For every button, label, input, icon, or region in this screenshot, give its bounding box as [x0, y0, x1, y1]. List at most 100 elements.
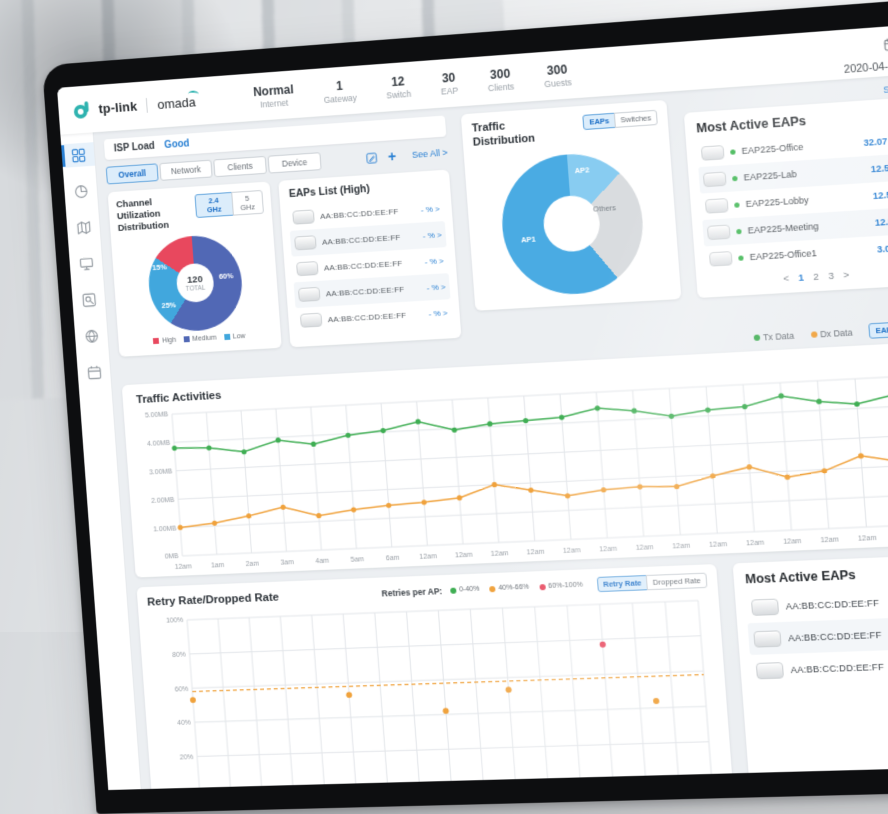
- page-2[interactable]: 2: [812, 271, 820, 284]
- eap-name: EAP225-Office1: [749, 247, 818, 263]
- retry-rate-chart: 100% 80% 60% 40% 20% 0%: [148, 592, 722, 791]
- ta-eaps[interactable]: EAPs: [868, 321, 888, 339]
- svg-text:60%: 60%: [175, 686, 189, 693]
- eap-mac: AA:BB:CC:DD:EE:FF: [790, 661, 885, 675]
- stat-label: Switch: [386, 88, 412, 101]
- clients-icon: [77, 255, 94, 273]
- channel-utilization-title: Channel Utilization Distribution: [115, 197, 170, 234]
- band-2-4-ghz[interactable]: 2.4 GHz: [194, 191, 234, 219]
- eap-traffic-link[interactable]: 3.07 GB >: [876, 242, 888, 255]
- status-dot: [736, 228, 742, 234]
- retry-legend: 0-40% 40%-66% 60%-100%: [450, 582, 583, 594]
- eap-percent-link[interactable]: - % >: [422, 229, 443, 241]
- page-prev[interactable]: <: [782, 273, 790, 285]
- retry-dropped-rate[interactable]: Dropped Rate: [646, 572, 708, 591]
- status-dot: [738, 254, 744, 261]
- svg-text:1am: 1am: [211, 562, 225, 570]
- eap-device-icon: [299, 312, 323, 328]
- eap-percent-link[interactable]: - % >: [420, 203, 441, 215]
- slice-label-ap1: AP1: [520, 234, 537, 245]
- most-active-bottom-row[interactable]: AA:BB:CC:DD:EE:FF: [745, 583, 888, 623]
- svg-text:4am: 4am: [315, 558, 329, 566]
- brand-tplink: tp-link: [98, 98, 138, 116]
- dashboard-icon: [69, 146, 86, 164]
- eap-device-icon: [708, 251, 733, 267]
- calendar-icon[interactable]: [882, 36, 888, 53]
- eap-mac: AA:BB:CC:DD:EE:FF: [785, 597, 880, 612]
- most-active-eaps-bottom-title: Most Active EAPs: [744, 567, 857, 587]
- svg-text:12am: 12am: [175, 563, 193, 571]
- eap-percent-link[interactable]: - % >: [424, 255, 444, 266]
- eaps-list-see-all[interactable]: See All >: [411, 147, 448, 160]
- svg-text:12am: 12am: [783, 538, 802, 546]
- isp-tabs-row: Overall Network Clients Device + See All >: [105, 144, 449, 185]
- svg-text:2.00MB: 2.00MB: [151, 497, 175, 505]
- svg-text:12am: 12am: [635, 544, 654, 552]
- page-next[interactable]: >: [842, 269, 850, 282]
- eap-percent-link[interactable]: - % >: [428, 307, 448, 318]
- svg-text:12am: 12am: [820, 536, 839, 544]
- td-eaps[interactable]: EAPs: [582, 112, 616, 131]
- svg-text:12am: 12am: [858, 535, 877, 543]
- tab-clients[interactable]: Clients: [213, 155, 267, 178]
- sidebar-item-log[interactable]: [74, 323, 108, 348]
- most-active-bottom-rows: AA:BB:CC:DD:EE:FF AA:BB:CC:DD:EE:FF AA:B…: [745, 583, 888, 686]
- sidebar-item-dashboard[interactable]: [61, 142, 96, 168]
- tab-overall[interactable]: Overall: [105, 163, 159, 185]
- sidebar-item-clients[interactable]: [69, 251, 103, 276]
- eap-traffic-link[interactable]: 12.5 GB >: [870, 161, 888, 175]
- header-stat-switch: 12 Switch: [385, 73, 412, 100]
- stat-label: EAP: [440, 84, 459, 97]
- eap-device-icon: [294, 235, 317, 251]
- band-5-ghz[interactable]: 5 GHz: [230, 189, 265, 216]
- legend-0-40: 0-40%: [450, 586, 480, 594]
- sidebar-item-admin[interactable]: [77, 359, 111, 384]
- eap-traffic-link[interactable]: 32.07 GB >: [863, 134, 888, 148]
- eap-device-icon: [704, 198, 729, 214]
- eap-device-icon: [292, 209, 315, 225]
- eap-traffic-link[interactable]: 12.5 GB >: [874, 215, 888, 228]
- svg-text:12am: 12am: [672, 543, 691, 551]
- eap-device-icon: [296, 261, 319, 277]
- sidebar-item-insight[interactable]: [72, 287, 106, 312]
- retry-retry-rate[interactable]: Retry Rate: [596, 574, 649, 593]
- legend-swatch: [153, 337, 160, 345]
- slice-label-ap2: AP2: [574, 165, 590, 176]
- legend-dot: [810, 330, 818, 338]
- svg-text:4.00MB: 4.00MB: [147, 440, 171, 448]
- svg-text:12am: 12am: [455, 552, 473, 560]
- dashboard-screen: tp-link omada Normal Internet 1 Gateway …: [56, 20, 888, 791]
- isp-panel: ISP Load Good Overall Network Clients Devic…: [103, 115, 462, 357]
- traffic-legend: Tx Data Dx Data: [753, 327, 853, 343]
- header-stat-guests: 300 Guests: [543, 62, 572, 89]
- most-active-eaps-panel: See All > Most Active EAPs EAP225-Office…: [683, 82, 888, 325]
- eap-traffic-link[interactable]: 12.5 GB >: [872, 188, 888, 202]
- status-dot: [730, 148, 736, 155]
- header-bar: tp-link omada Normal Internet 1 Gateway …: [56, 20, 888, 135]
- eaps-list-rows: AA:BB:CC:DD:EE:FF - % > AA:BB:CC:DD:EE:F…: [288, 195, 453, 334]
- eap-device-icon: [297, 286, 321, 303]
- page-1[interactable]: 1: [798, 272, 805, 284]
- most-active-eaps-card: Most Active EAPs EAP225-Office 32.07 GB …: [683, 96, 888, 299]
- traffic-distribution-title: Traffic Distribution: [471, 120, 536, 149]
- eap-mac: AA:BB:CC:DD:EE:FF: [323, 258, 403, 273]
- td-switches[interactable]: Switches: [613, 109, 658, 128]
- brand-omada: omada: [157, 89, 200, 112]
- page-3[interactable]: 3: [827, 270, 835, 283]
- retry-rate-card: Retry Rate/Dropped Rate Retries per AP: …: [136, 564, 734, 791]
- status-dot: [734, 201, 740, 208]
- sidebar-item-map[interactable]: [66, 215, 100, 241]
- legend-dot: [538, 583, 546, 590]
- svg-text:12am: 12am: [709, 541, 728, 549]
- tab-device[interactable]: Device: [267, 152, 322, 174]
- add-icon[interactable]: +: [387, 148, 397, 165]
- edit-icon[interactable]: [365, 151, 379, 165]
- eap-percent-link[interactable]: - % >: [426, 281, 446, 292]
- most-active-bottom-row[interactable]: AA:BB:CC:DD:EE:FF: [750, 648, 888, 687]
- tab-network[interactable]: Network: [159, 159, 213, 181]
- channel-legend: High Medium Low: [126, 331, 273, 346]
- legend-dot: [450, 587, 457, 594]
- eap-device-icon: [753, 629, 782, 648]
- eap-mac: AA:BB:CC:DD:EE:FF: [327, 310, 407, 324]
- sidebar-item-statistics[interactable]: [64, 178, 98, 204]
